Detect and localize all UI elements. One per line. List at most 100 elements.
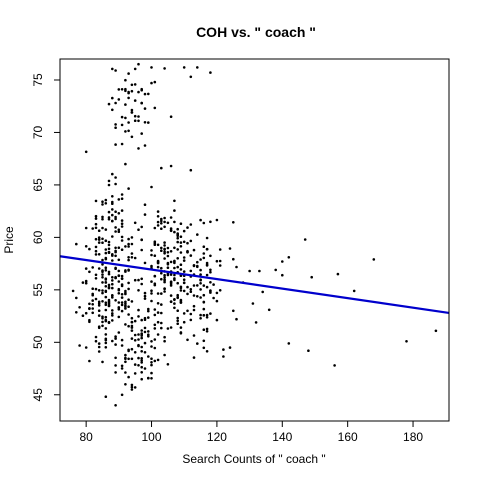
data-point: [127, 269, 130, 272]
data-point: [130, 385, 134, 389]
data-point: [153, 308, 157, 311]
data-point: [117, 230, 121, 233]
data-point: [160, 246, 163, 250]
data-point: [169, 250, 173, 253]
data-point: [202, 284, 206, 287]
data-point: [114, 123, 117, 126]
data-point: [133, 114, 137, 118]
data-point: [120, 296, 124, 299]
data-point: [114, 217, 117, 221]
data-point: [111, 282, 114, 286]
data-point: [147, 307, 150, 311]
data-point: [147, 316, 150, 319]
data-point: [156, 220, 160, 224]
data-point: [202, 221, 206, 225]
data-point: [150, 264, 153, 268]
data-point: [104, 303, 108, 307]
data-point: [133, 319, 137, 323]
data-point: [166, 246, 170, 250]
data-point: [111, 319, 114, 322]
data-point: [156, 265, 160, 269]
data-point: [189, 239, 193, 243]
data-point: [101, 273, 104, 276]
x-tick-label: 120: [207, 430, 227, 444]
data-point: [160, 227, 163, 230]
data-point: [254, 321, 258, 324]
data-point: [111, 294, 114, 297]
data-point: [101, 200, 104, 203]
data-point: [117, 308, 121, 311]
data-point: [111, 172, 114, 176]
data-point: [163, 248, 166, 251]
data-point: [182, 259, 186, 262]
data-point: [143, 203, 147, 206]
data-point: [97, 289, 101, 292]
data-point: [120, 367, 124, 370]
data-point: [137, 289, 140, 292]
data-point: [176, 257, 179, 260]
data-point: [150, 280, 153, 283]
data-point: [169, 164, 173, 168]
data-point: [196, 284, 199, 287]
data-point: [179, 263, 183, 267]
data-point: [163, 225, 166, 229]
data-point: [107, 320, 111, 324]
data-point: [153, 283, 157, 287]
data-point: [163, 244, 166, 247]
data-point: [114, 69, 117, 72]
data-point: [101, 226, 104, 230]
data-point: [205, 330, 209, 333]
data-point: [163, 257, 166, 260]
data-point: [176, 240, 179, 244]
data-point: [104, 248, 108, 251]
data-point: [97, 236, 101, 239]
data-point: [137, 90, 140, 94]
data-point: [143, 213, 147, 216]
data-point: [179, 222, 183, 225]
data-point: [176, 248, 179, 251]
data-point: [101, 217, 104, 221]
data-point: [124, 289, 127, 293]
data-point: [182, 229, 186, 233]
data-point: [209, 268, 212, 272]
data-point: [173, 306, 176, 310]
data-point: [156, 210, 160, 213]
data-point: [84, 311, 88, 315]
data-point: [104, 308, 108, 312]
data-point: [117, 292, 121, 295]
data-point: [127, 324, 130, 328]
data-point: [107, 298, 111, 302]
data-point: [81, 281, 85, 284]
data-point: [107, 243, 111, 247]
data-point: [147, 355, 150, 358]
data-point: [133, 67, 137, 71]
data-point: [114, 404, 117, 407]
data-point: [114, 254, 117, 258]
data-point: [173, 230, 176, 234]
data-point: [169, 300, 173, 304]
chart-title: COH vs. " coach ": [196, 24, 316, 40]
data-point: [186, 226, 189, 229]
data-point: [120, 293, 124, 296]
data-point: [111, 309, 114, 312]
data-point: [114, 335, 117, 338]
data-point: [140, 332, 143, 335]
data-point: [196, 264, 199, 268]
data-point: [163, 280, 166, 284]
data-point: [160, 277, 163, 281]
data-point: [166, 254, 170, 258]
data-point: [133, 386, 137, 389]
data-point: [209, 71, 212, 74]
data-point: [127, 255, 130, 259]
data-point: [117, 258, 121, 262]
data-point: [143, 121, 147, 124]
data-point: [173, 273, 176, 277]
data-point: [209, 270, 212, 274]
data-point: [143, 326, 147, 330]
data-point: [176, 316, 179, 320]
data-point: [88, 320, 91, 324]
data-point: [124, 371, 127, 374]
data-point: [117, 301, 121, 304]
data-point: [94, 339, 98, 343]
data-point: [111, 312, 114, 315]
